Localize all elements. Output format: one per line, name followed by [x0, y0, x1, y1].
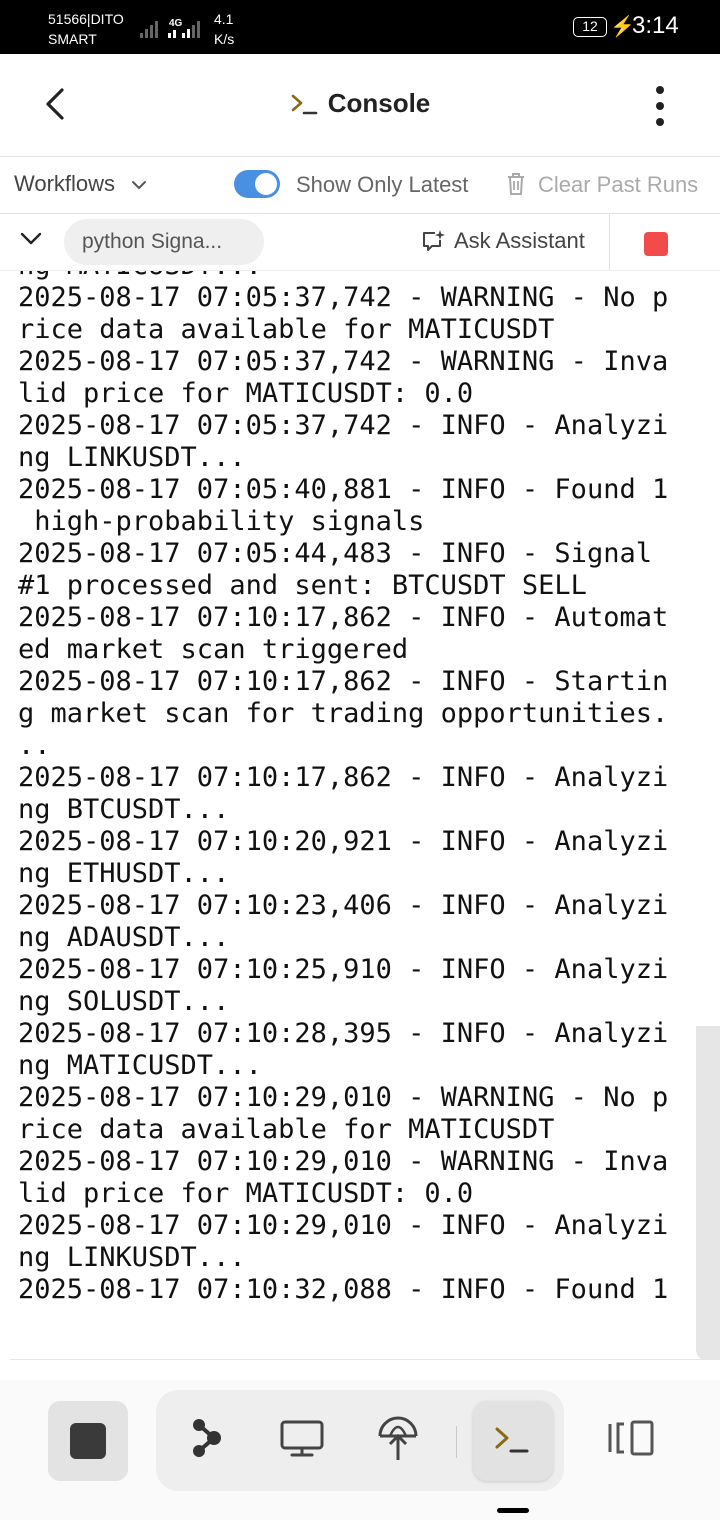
battery-icon: 12	[573, 17, 607, 37]
show-latest-label: Show Only Latest	[296, 172, 469, 197]
bottom-navigation	[0, 1380, 720, 1520]
console-line: ng MATICUSDT...	[18, 1050, 262, 1081]
chevron-down-icon[interactable]	[20, 232, 42, 246]
speed-unit: K/s	[214, 31, 235, 47]
show-latest-toggle[interactable]	[234, 170, 280, 198]
console-line: ..	[18, 730, 51, 761]
clock: 3:14	[632, 12, 679, 39]
console-line: ng LINKUSDT...	[18, 1242, 246, 1273]
console-line: 2025-08-17 07:10:32,088 - INFO - Found 1	[18, 1274, 669, 1305]
toggle-knob	[255, 173, 277, 195]
console-line: ng LINKUSDT...	[18, 442, 246, 473]
workflows-dropdown[interactable]: Workflows	[14, 171, 147, 197]
console-line: high-probability signals	[18, 506, 425, 537]
terminal-icon	[291, 94, 318, 114]
console-line: 2025-08-17 07:10:29,010 - WARNING - Inva	[18, 1146, 669, 1177]
divider	[456, 1426, 457, 1458]
console-line: 2025-08-17 07:05:37,742 - WARNING - Inva	[18, 346, 669, 377]
console-line: ng MATICUSDT...	[18, 271, 262, 281]
network-speed: 4.1 K/s	[214, 9, 234, 49]
console-line: rice data available for MATICUSDT	[18, 314, 555, 345]
deploy-icon[interactable]	[366, 1406, 430, 1470]
stop-icon	[70, 1423, 106, 1459]
console-line: 2025-08-17 07:10:17,862 - INFO - Startin	[18, 666, 669, 697]
chevron-left-icon[interactable]	[36, 84, 76, 124]
console-line: lid price for MATICUSDT: 0.0	[18, 1178, 474, 1209]
assistant-sparkle-icon	[423, 230, 445, 251]
console-toolbar: Workflows Show Only Latest Clear Past Ru…	[0, 157, 720, 214]
console-icon	[495, 1427, 529, 1453]
console-log: ng MATICUSDT... 2025-08-17 07:05:37,742 …	[18, 271, 668, 1306]
console-line: #1 processed and sent: BTCUSDT SELL	[18, 570, 587, 601]
console-line: ed market scan triggered	[18, 634, 409, 665]
panels-icon[interactable]	[600, 1416, 660, 1460]
console-line: ng ETHUSDT...	[18, 858, 230, 889]
page-title-text: Console	[327, 88, 431, 118]
nav-group	[156, 1390, 564, 1491]
trash-icon[interactable]	[506, 172, 526, 196]
run-bar: python Signa... Ask Assistant	[0, 214, 720, 271]
console-line: 2025-08-17 07:05:44,483 - INFO - Signal	[18, 538, 652, 569]
app-header: Console	[0, 54, 720, 157]
chevron-down-icon	[132, 181, 147, 190]
console-line: g market scan for trading opportunities.	[18, 698, 669, 729]
stop-run-button[interactable]	[644, 232, 668, 256]
console-line: 2025-08-17 07:10:29,010 - INFO - Analyzi	[18, 1210, 669, 1241]
divider	[10, 1359, 710, 1360]
network-type: 4G	[169, 18, 183, 29]
status-bar: 51566|DITO SMART 4G 4.1 K/s 12 ⚡ 3:14	[0, 0, 720, 54]
console-line: ng BTCUSDT...	[18, 794, 230, 825]
carrier-sub: SMART	[48, 31, 97, 47]
console-line: ng SOLUSDT...	[18, 986, 230, 1017]
workflow-icon[interactable]	[174, 1406, 238, 1470]
ask-assistant-button[interactable]: Ask Assistant	[454, 228, 585, 253]
divider	[609, 214, 610, 270]
console-line: lid price for MATICUSDT: 0.0	[18, 378, 474, 409]
clear-past-runs-button[interactable]: Clear Past Runs	[538, 172, 699, 197]
more-vertical-icon[interactable]	[648, 84, 672, 128]
console-line: 2025-08-17 07:10:17,862 - INFO - Automat	[18, 602, 669, 633]
console-line: ng ADAUSDT...	[18, 922, 230, 953]
charging-icon: ⚡	[610, 16, 635, 38]
workflows-label: Workflows	[14, 171, 116, 196]
console-line: rice data available for MATICUSDT	[18, 1114, 555, 1145]
console-tab[interactable]	[473, 1401, 553, 1481]
battery-level: 12	[582, 18, 598, 34]
console-line: 2025-08-17 07:05:40,881 - INFO - Found 1	[18, 474, 669, 505]
console-line: 2025-08-17 07:05:37,742 - INFO - Analyzi	[18, 410, 669, 441]
console-line: 2025-08-17 07:10:25,910 - INFO - Analyzi	[18, 954, 669, 985]
speed-value: 4.1	[214, 11, 234, 27]
monitor-icon[interactable]	[270, 1406, 334, 1470]
carrier-name: 51566|DITO	[48, 11, 124, 27]
scrollbar[interactable]	[696, 1026, 720, 1360]
console-line: 2025-08-17 07:10:29,010 - WARNING - No p	[18, 1082, 669, 1113]
stop-button[interactable]	[48, 1401, 128, 1481]
console-output[interactable]: ng MATICUSDT... 2025-08-17 07:05:37,742 …	[0, 271, 696, 1359]
home-indicator	[497, 1508, 529, 1513]
console-line: 2025-08-17 07:05:37,742 - WARNING - No p	[18, 282, 669, 313]
console-line: 2025-08-17 07:10:20,921 - INFO - Analyzi	[18, 826, 669, 857]
run-name-chip[interactable]: python Signa...	[64, 219, 264, 265]
signal-icon: 4G	[140, 18, 200, 38]
carrier-info: 51566|DITO SMART	[48, 9, 124, 49]
page-title: Console	[0, 88, 720, 119]
console-line: 2025-08-17 07:10:23,406 - INFO - Analyzi	[18, 890, 669, 921]
console-line: 2025-08-17 07:10:28,395 - INFO - Analyzi	[18, 1018, 669, 1049]
console-line: 2025-08-17 07:10:17,862 - INFO - Analyzi	[18, 762, 669, 793]
